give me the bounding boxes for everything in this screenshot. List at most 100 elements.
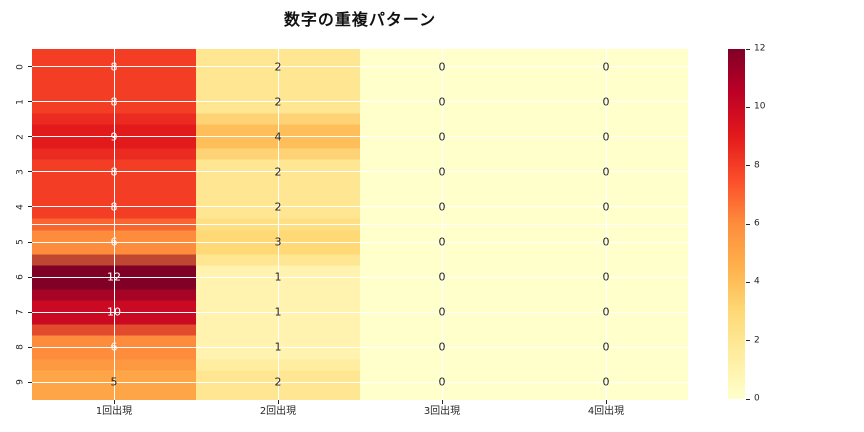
cell-annotation: 1 — [274, 340, 282, 354]
cell-annotation: 0 — [438, 130, 446, 144]
y-axis-tick — [28, 276, 32, 278]
y-axis-tick-label: 0 — [15, 63, 26, 70]
colorbar-tick — [746, 340, 750, 342]
colorbar-tick-label: 6 — [754, 218, 760, 229]
gridline-horizontal — [32, 66, 688, 68]
cell-annotation: 0 — [602, 60, 610, 74]
y-axis-tick-label: 1 — [15, 98, 26, 105]
colorbar-tick-label: 0 — [754, 393, 760, 404]
y-axis-tick-label: 5 — [15, 239, 26, 245]
gridline-vertical — [605, 49, 607, 400]
x-axis-tick-label: 3回出現 — [423, 406, 461, 417]
cell-annotation: 2 — [274, 60, 282, 74]
y-axis-tick — [28, 101, 32, 103]
cell-annotation: 4 — [274, 130, 282, 144]
cell-annotation: 2 — [274, 95, 282, 109]
cell-annotation: 10 — [107, 305, 121, 319]
cell-annotation: 6 — [110, 235, 118, 249]
gridline-horizontal — [32, 206, 688, 208]
colorbar-tick — [746, 398, 750, 400]
gridline-horizontal — [32, 136, 688, 138]
cell-annotation: 1 — [274, 270, 282, 284]
colorbar-tick — [746, 106, 750, 108]
x-axis-tick — [441, 400, 443, 404]
gridline-vertical — [441, 49, 443, 400]
y-axis-tick-label: 8 — [15, 344, 26, 351]
gridline-horizontal — [32, 171, 688, 173]
y-axis-tick — [28, 311, 32, 313]
cell-annotation: 0 — [602, 270, 610, 284]
cell-annotation: 0 — [602, 95, 610, 109]
cell-annotation: 0 — [602, 375, 610, 389]
y-axis-tick — [28, 171, 32, 173]
cell-annotation: 8 — [110, 95, 118, 109]
y-axis-tick-label: 3 — [15, 168, 26, 175]
colorbar-tick — [746, 281, 750, 283]
y-axis-tick — [28, 381, 32, 383]
y-axis-tick-label: 9 — [15, 379, 26, 386]
cell-annotation: 1 — [274, 305, 282, 319]
cell-annotation: 12 — [107, 270, 121, 284]
colorbar-tick-label: 8 — [754, 160, 760, 171]
x-axis-tick — [605, 400, 607, 404]
x-axis-tick-label: 1回出現 — [95, 406, 133, 417]
gridline-horizontal — [32, 101, 688, 103]
cell-annotation: 0 — [602, 165, 610, 179]
y-axis-tick — [28, 346, 32, 348]
y-axis-tick-label: 7 — [15, 309, 26, 316]
gridline-horizontal — [32, 311, 688, 313]
cell-annotation: 0 — [602, 340, 610, 354]
colorbar-tick-label: 10 — [754, 101, 766, 112]
y-axis-tick-label: 6 — [15, 274, 26, 281]
colorbar-tick — [746, 165, 750, 167]
gridline-horizontal — [32, 381, 688, 383]
x-axis-tick — [277, 400, 279, 404]
x-axis-tick-label: 2回出現 — [259, 406, 297, 417]
x-axis-tick — [113, 400, 115, 404]
cell-annotation: 2 — [274, 165, 282, 179]
cell-annotation: 8 — [110, 165, 118, 179]
cell-annotation: 0 — [438, 270, 446, 284]
gridline-vertical — [277, 49, 279, 400]
y-axis-tick — [28, 241, 32, 243]
cell-annotation: 2 — [274, 200, 282, 214]
cell-annotation: 0 — [602, 305, 610, 319]
cell-annotation: 0 — [602, 200, 610, 214]
cell-annotation: 0 — [438, 95, 446, 109]
gridline-horizontal — [32, 276, 688, 278]
colorbar-tick — [746, 223, 750, 225]
colorbar-tick-label: 2 — [754, 335, 760, 346]
cell-annotation: 0 — [438, 200, 446, 214]
cell-annotation: 6 — [110, 340, 118, 354]
cell-annotation: 0 — [438, 375, 446, 389]
cell-annotation: 0 — [602, 235, 610, 249]
cell-annotation: 0 — [438, 235, 446, 249]
colorbar-tick — [746, 48, 750, 50]
cell-annotation: 0 — [438, 305, 446, 319]
cell-annotation: 5 — [110, 375, 118, 389]
cell-annotation: 8 — [110, 200, 118, 214]
y-axis-tick — [28, 136, 32, 138]
colorbar — [728, 49, 745, 399]
cell-annotation: 3 — [274, 235, 282, 249]
cell-annotation: 8 — [110, 60, 118, 74]
gridline-horizontal — [32, 241, 688, 243]
y-axis-tick — [28, 66, 32, 68]
colorbar-tick-label: 12 — [754, 43, 766, 54]
chart-title: 数字の重複パターン — [283, 10, 437, 29]
cell-annotation: 0 — [602, 130, 610, 144]
gridline-vertical — [113, 49, 115, 400]
gridline-horizontal — [32, 346, 688, 348]
y-axis-tick-label: 4 — [15, 204, 26, 210]
cell-annotation: 9 — [110, 130, 118, 144]
cell-annotation: 2 — [274, 375, 282, 389]
x-axis-tick-label: 4回出現 — [587, 406, 625, 417]
cell-annotation: 0 — [438, 60, 446, 74]
colorbar-tick-label: 4 — [754, 276, 760, 287]
y-axis-tick — [28, 206, 32, 208]
cell-annotation: 0 — [438, 340, 446, 354]
cell-annotation: 0 — [438, 165, 446, 179]
y-axis-tick-label: 2 — [15, 133, 26, 140]
heatmap-grid: 8 2 0 0 8 2 0 0 9 4 0 0 8 2 0 0 8 2 0 0 6 3 0 0 12 1 0 0 10 1 0 0 6 1 0 0 5 2… — [32, 49, 688, 400]
